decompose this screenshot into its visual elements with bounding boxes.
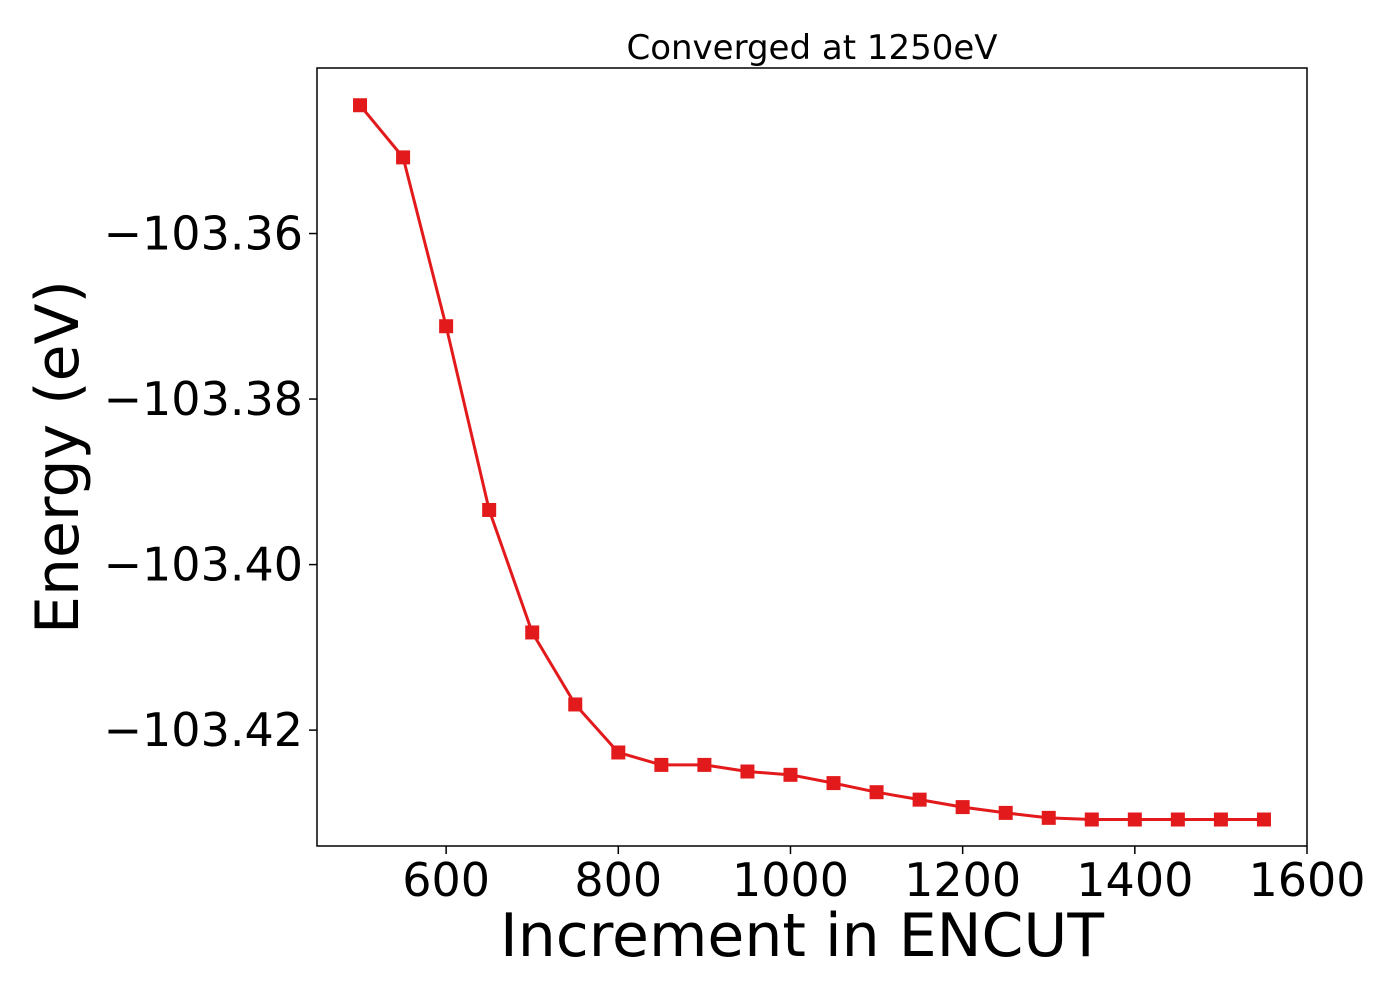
data-point-marker — [568, 697, 583, 712]
x-tick-label: 600 — [402, 853, 490, 907]
y-tick-label: −103.38 — [104, 372, 304, 426]
data-point-marker — [611, 745, 626, 760]
y-axis-ticks: −103.36 −103.38 −103.40 −103.42 — [104, 207, 317, 757]
series-line — [358, 104, 1264, 822]
y-axis-label: Energy (eV) — [23, 280, 93, 634]
data-point-marker — [998, 805, 1013, 820]
data-point-marker — [525, 625, 540, 640]
x-axis-label: Increment in ENCUT — [500, 901, 1104, 971]
series-layer — [353, 98, 1271, 827]
data-point-marker — [1041, 810, 1056, 825]
y-tick-label: −103.40 — [104, 538, 304, 592]
x-tick-label: 800 — [574, 853, 662, 907]
data-point-marker — [869, 785, 884, 800]
x-tick-label: 1000 — [732, 853, 849, 907]
x-axis-ticks: 600 800 1000 1200 1400 1600 — [402, 846, 1366, 907]
x-tick-label: 1600 — [1248, 853, 1365, 907]
data-point-marker — [482, 502, 497, 517]
data-point-marker — [1170, 812, 1185, 827]
data-point-marker — [396, 150, 411, 165]
data-point-marker — [955, 800, 970, 815]
data-point-marker — [697, 757, 712, 772]
data-point-marker — [1084, 812, 1099, 827]
data-point-marker — [1127, 812, 1142, 827]
y-tick-label: −103.36 — [104, 207, 304, 261]
data-point-marker — [353, 98, 368, 113]
x-tick-label: 1200 — [904, 853, 1021, 907]
data-point-marker — [826, 776, 841, 791]
chart-title: Converged at 1250eV — [626, 28, 997, 68]
plot-frame — [316, 67, 1308, 847]
x-tick-label: 1400 — [1076, 853, 1193, 907]
data-point-marker — [439, 319, 454, 334]
data-point-marker — [654, 757, 669, 772]
data-point-marker — [783, 767, 798, 782]
data-point-marker — [912, 792, 927, 807]
data-point-marker — [740, 764, 755, 779]
data-point-marker — [1213, 812, 1228, 827]
y-tick-label: −103.42 — [104, 703, 304, 757]
data-point-marker — [1256, 812, 1271, 827]
